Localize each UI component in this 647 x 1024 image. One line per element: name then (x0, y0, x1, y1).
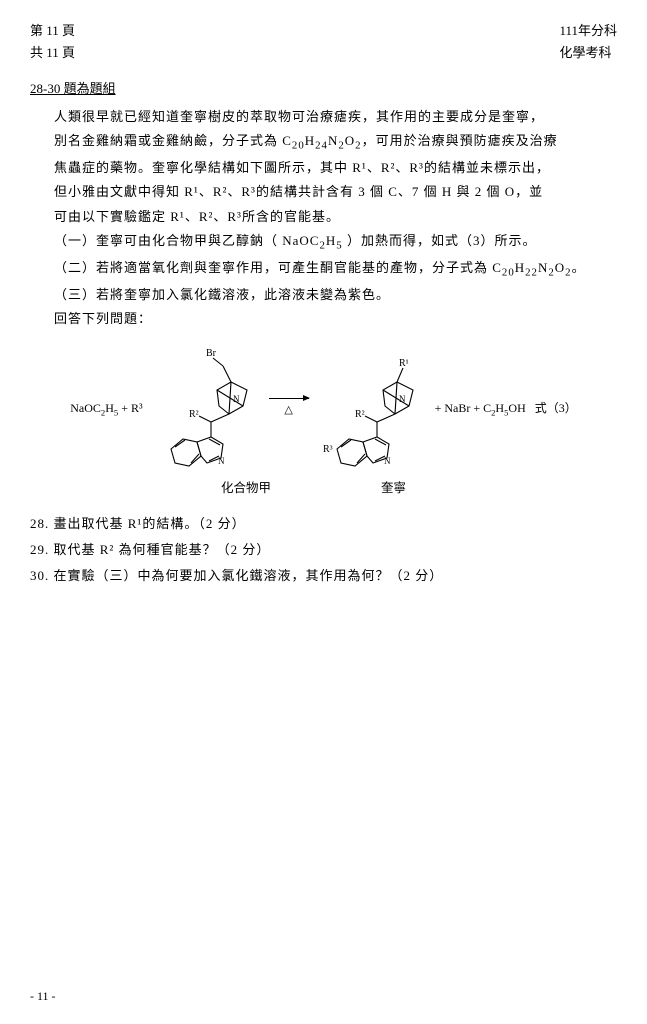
subject-label: 化學考科 (559, 42, 617, 64)
arrow-line (269, 398, 309, 399)
equation-label: 式（3） (535, 401, 577, 415)
quinine-label: 奎寧 (381, 478, 406, 499)
reaction-lhs-text: NaOC2H5 + R³ (70, 398, 142, 420)
reaction-arrow: △ (269, 398, 309, 420)
experiment-item: （二）若將適當氧化劑與奎寧作用，可產生酮官能基的產物，分子式為 C20H22N2… (54, 257, 617, 282)
experiment-item: （三）若將奎寧加入氯化鐵溶液，此溶液未變為紫色。 (54, 284, 617, 306)
section-title: 28-30 題為題組 (30, 78, 617, 100)
experiment-item: （一）奎寧可由化合物甲與乙醇鈉（ NaOC2H5 ）加熱而得，如式（3）所示。 (54, 230, 617, 255)
page-container: 第 11 頁 共 11 頁 111年分科 化學考科 28-30 題為題組 人類很… (0, 0, 647, 587)
n-ring-label: N (218, 456, 225, 466)
year-label: 111年分科 (559, 20, 617, 42)
quinine-structure: R¹ R² R³ N N (317, 344, 427, 474)
reaction-rhs-text: + NaBr + C2H5OH 式（3） (435, 398, 577, 420)
passage: 人類很早就已經知道奎寧樹皮的萃取物可治療瘧疾，其作用的主要成分是奎寧， 別名金雞… (54, 106, 617, 330)
molecule-labels-row: 化合物甲 奎寧 (30, 478, 617, 499)
passage-line: 焦蟲症的藥物。奎寧化學結構如下圖所示，其中 R¹、R²、R³的結構並未標示出， (54, 157, 617, 179)
answer-prompt: 回答下列問題： (54, 308, 617, 330)
question-30: 30. 在實驗（三）中為何要加入氯化鐵溶液，其作用為何？（2 分） (30, 565, 617, 587)
header-right: 111年分科 化學考科 (559, 20, 617, 64)
compound-a-structure: Br R² N N (151, 344, 261, 474)
page-total: 共 11 頁 (30, 42, 75, 64)
question-list: 28. 畫出取代基 R¹的結構。（2 分） 29. 取代基 R² 為何種官能基？… (30, 513, 617, 587)
passage-line: 人類很早就已經知道奎寧樹皮的萃取物可治療瘧疾，其作用的主要成分是奎寧， (54, 106, 617, 128)
page-footer: - 11 - (30, 986, 56, 1006)
passage-line: 但小雅由文獻中得知 R¹、R²、R³的結構共計含有 3 個 C、7 個 H 與 … (54, 181, 617, 203)
n-bridge-label: N (233, 394, 240, 404)
reaction-scheme: NaOC2H5 + R³ (30, 344, 617, 474)
passage-line: 別名金雞納霜或金雞納鹼，分子式為 C20H24N2O2，可用於治療與預防瘧疾及治… (54, 130, 617, 155)
r1-label: R¹ (399, 358, 409, 369)
r3-label: R³ (323, 444, 333, 455)
page-header: 第 11 頁 共 11 頁 111年分科 化學考科 (30, 20, 617, 64)
question-28: 28. 畫出取代基 R¹的結構。（2 分） (30, 513, 617, 535)
header-left: 第 11 頁 共 11 頁 (30, 20, 75, 64)
n-bridge-label: N (399, 394, 406, 404)
r2-label: R² (189, 409, 199, 420)
n-ring-label: N (384, 456, 391, 466)
passage-line: 可由以下實驗鑑定 R¹、R²、R³所含的官能基。 (54, 206, 617, 228)
br-label: Br (206, 348, 217, 359)
page-current: 第 11 頁 (30, 20, 75, 42)
arrow-condition: △ (284, 401, 292, 420)
r2-label: R² (355, 409, 365, 420)
question-29: 29. 取代基 R² 為何種官能基？（2 分） (30, 539, 617, 561)
compound-a-label: 化合物甲 (221, 478, 271, 499)
